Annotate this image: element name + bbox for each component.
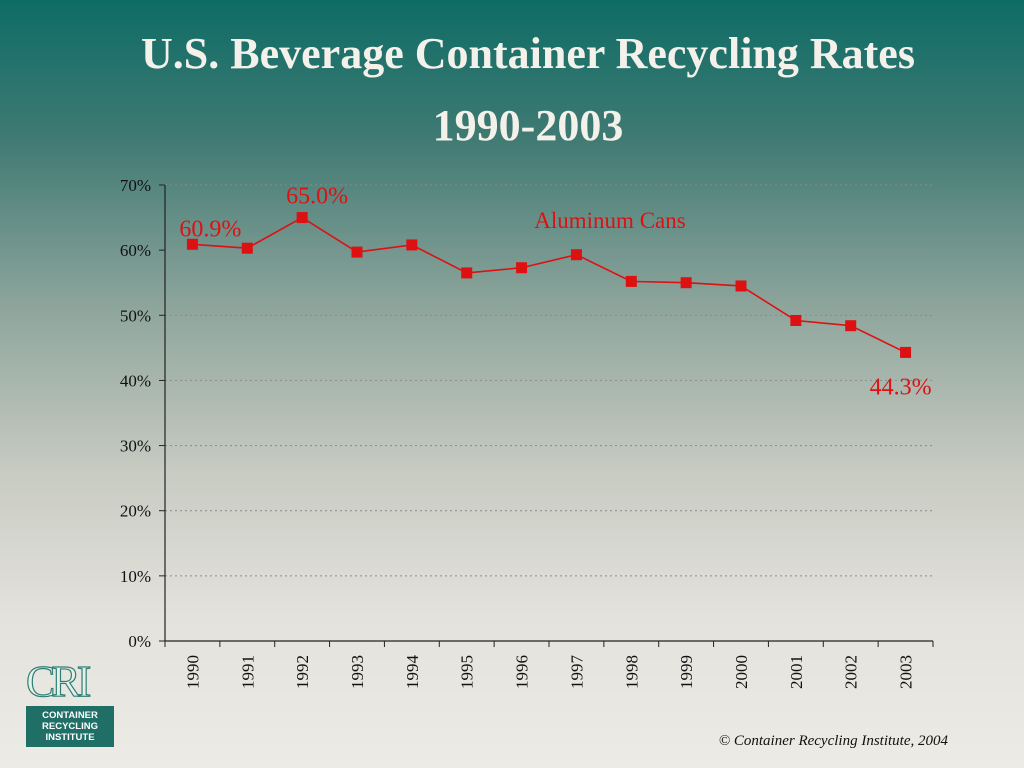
x-tick-label: 2001 xyxy=(787,655,806,689)
series-label: Aluminum Cans xyxy=(534,208,685,233)
y-tick-label: 60% xyxy=(120,241,151,260)
y-tick-label: 0% xyxy=(128,632,151,651)
data-point-marker xyxy=(296,212,308,224)
x-tick-label: 1993 xyxy=(348,655,367,689)
y-tick-label: 20% xyxy=(120,502,151,521)
y-tick-label: 50% xyxy=(120,306,151,325)
data-point-marker xyxy=(790,314,802,326)
data-point-marker xyxy=(516,262,528,274)
data-point-marker xyxy=(461,267,473,279)
x-tick-label: 1999 xyxy=(677,655,696,689)
data-point-marker xyxy=(735,280,747,292)
data-point-marker xyxy=(570,249,582,261)
cri-logo: CRI CONTAINER RECYCLING INSTITUTE xyxy=(25,657,114,747)
logo-line-3: INSTITUTE xyxy=(45,732,95,743)
logo-text-box: CONTAINER RECYCLING INSTITUTE xyxy=(26,706,114,747)
data-label: 65.0% xyxy=(286,184,348,210)
y-tick-label: 30% xyxy=(120,437,151,456)
data-point-marker xyxy=(625,275,637,287)
x-tick-label: 1994 xyxy=(403,655,422,690)
x-tick-label: 1996 xyxy=(513,655,532,689)
x-tick-label: 1991 xyxy=(238,655,257,689)
logo-line-2: RECYCLING xyxy=(42,721,98,732)
logo-line-1: CONTAINER xyxy=(42,710,98,721)
y-tick-label: 40% xyxy=(120,371,151,390)
data-point-marker xyxy=(680,277,692,289)
x-tick-label: 2003 xyxy=(897,655,916,689)
chart-subtitle: 1990-2003 xyxy=(432,101,624,150)
data-label: 60.9% xyxy=(179,216,241,242)
x-tick-label: 1995 xyxy=(458,655,477,689)
chart-title: U.S. Beverage Container Recycling Rates xyxy=(141,29,915,78)
data-point-marker xyxy=(241,242,253,254)
copyright-notice: © Container Recycling Institute, 2004 xyxy=(718,733,948,749)
data-point-marker xyxy=(900,346,912,358)
series-line xyxy=(192,216,906,354)
logo-mark: CRI xyxy=(25,657,92,706)
x-tick-label: 2000 xyxy=(732,655,751,689)
x-tick-label: 1998 xyxy=(622,655,641,689)
data-point-marker xyxy=(186,238,198,250)
y-tick-label: 70% xyxy=(120,176,151,195)
x-tick-label: 1997 xyxy=(567,655,586,690)
x-tick-label: 1992 xyxy=(293,655,312,689)
x-tick-label: 1990 xyxy=(183,655,202,689)
y-tick-label: 10% xyxy=(120,567,151,586)
x-tick-label: 2002 xyxy=(842,655,861,689)
data-point-marker xyxy=(845,320,857,332)
data-label: 44.3% xyxy=(870,374,932,400)
data-point-marker xyxy=(351,246,363,258)
data-point-marker xyxy=(406,239,418,251)
